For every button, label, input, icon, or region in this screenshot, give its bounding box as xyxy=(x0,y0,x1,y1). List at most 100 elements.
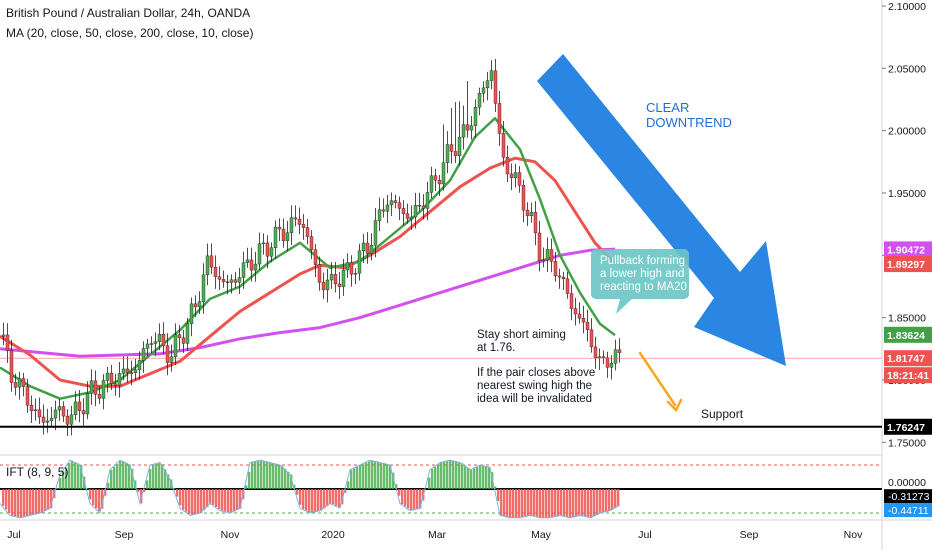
candle-body xyxy=(157,334,162,342)
osc-bar xyxy=(77,463,80,489)
osc-bar xyxy=(614,489,617,509)
osc-bar xyxy=(431,469,434,489)
candle-body xyxy=(481,87,486,94)
candle-body xyxy=(297,218,302,225)
osc-bar xyxy=(56,488,59,489)
candle-body xyxy=(497,103,502,134)
osc-bar xyxy=(530,489,533,516)
osc-bar xyxy=(599,489,602,514)
candle-body xyxy=(397,202,402,209)
osc-bar xyxy=(455,461,458,489)
candle-body xyxy=(33,409,38,412)
y-tick-label: 2.00000 xyxy=(888,126,926,138)
osc-bar xyxy=(314,489,317,513)
annotation-shapes xyxy=(0,54,882,428)
downtrend-arrow xyxy=(537,54,786,366)
osc-bar xyxy=(308,489,311,513)
osc-bar xyxy=(392,472,395,489)
osc-bar xyxy=(362,464,365,489)
stay-short-line1: Stay short aiming xyxy=(477,329,566,341)
osc-bar xyxy=(578,489,581,516)
osc-bar xyxy=(110,469,113,489)
osc-bar xyxy=(347,481,350,489)
candle-body xyxy=(617,349,622,353)
candle-body xyxy=(273,226,278,248)
osc-bar xyxy=(605,489,608,512)
candle-body xyxy=(417,204,422,207)
osc-bar xyxy=(563,489,566,517)
osc-bar xyxy=(554,489,557,517)
osc-bar xyxy=(602,489,605,513)
osc-bar xyxy=(587,489,590,518)
candle-body xyxy=(105,372,110,381)
candle-body xyxy=(581,318,586,323)
osc-bar xyxy=(203,489,206,511)
osc-bar xyxy=(467,467,470,489)
osc-bar xyxy=(191,489,194,516)
candle-body xyxy=(77,401,82,411)
osc-bar xyxy=(488,466,491,489)
osc-bar xyxy=(419,489,422,509)
osc-bar xyxy=(485,466,488,489)
osc-bar xyxy=(158,463,161,489)
x-tick-label: Nov xyxy=(844,529,863,541)
osc-bar xyxy=(230,489,233,513)
candle-body xyxy=(133,369,138,373)
candle-body xyxy=(305,227,310,237)
osc-bar xyxy=(68,463,71,489)
osc-bar xyxy=(452,460,455,489)
osc-bar xyxy=(179,489,182,506)
candle-body xyxy=(253,263,258,271)
osc-bar xyxy=(209,489,212,505)
candle-body xyxy=(345,262,350,271)
osc-bar xyxy=(188,489,191,514)
candle-body xyxy=(569,293,574,309)
osc-bar xyxy=(116,464,119,489)
candle-body xyxy=(549,249,554,262)
osc-bar xyxy=(50,489,53,509)
candle-body xyxy=(441,162,446,185)
osc-bar xyxy=(533,489,536,517)
osc-bar xyxy=(35,489,38,515)
osc-bar xyxy=(248,471,251,489)
osc-bar xyxy=(239,489,242,509)
price-badge xyxy=(884,350,932,367)
osc-bar xyxy=(368,461,371,489)
candle-body xyxy=(293,217,298,220)
osc-bar xyxy=(323,489,326,509)
osc-bar xyxy=(320,489,323,511)
candle-body xyxy=(329,274,334,281)
candle-body xyxy=(377,209,382,221)
osc-bar xyxy=(95,489,98,509)
osc-bar xyxy=(464,465,467,489)
ma20-path xyxy=(0,116,616,400)
candle-body xyxy=(457,136,462,157)
osc-bar xyxy=(545,489,548,518)
candle-body xyxy=(369,245,374,254)
candle-body xyxy=(585,321,590,330)
osc-signal xyxy=(0,459,619,519)
price-badge xyxy=(884,367,932,384)
candle-body xyxy=(613,349,618,364)
candle-body xyxy=(269,247,274,257)
osc-bar xyxy=(353,468,356,489)
osc-bar xyxy=(206,489,209,508)
candle-body xyxy=(249,259,254,271)
candle-body xyxy=(501,133,506,158)
candle-body xyxy=(405,213,410,219)
osc-bar xyxy=(437,464,440,489)
osc-bar xyxy=(482,465,485,489)
candle-body xyxy=(97,394,102,399)
candle-body xyxy=(389,200,394,206)
osc-bar xyxy=(401,489,404,505)
candle-body xyxy=(245,259,250,263)
candle-body xyxy=(237,277,242,283)
clear-downtrend-line1: CLEAR xyxy=(646,100,689,115)
candle-body xyxy=(173,334,178,357)
candle-body xyxy=(57,406,62,411)
osc-bar xyxy=(572,489,575,518)
osc-bar xyxy=(335,489,338,506)
osc-bar xyxy=(524,489,527,517)
osc-value-badge xyxy=(884,503,932,518)
